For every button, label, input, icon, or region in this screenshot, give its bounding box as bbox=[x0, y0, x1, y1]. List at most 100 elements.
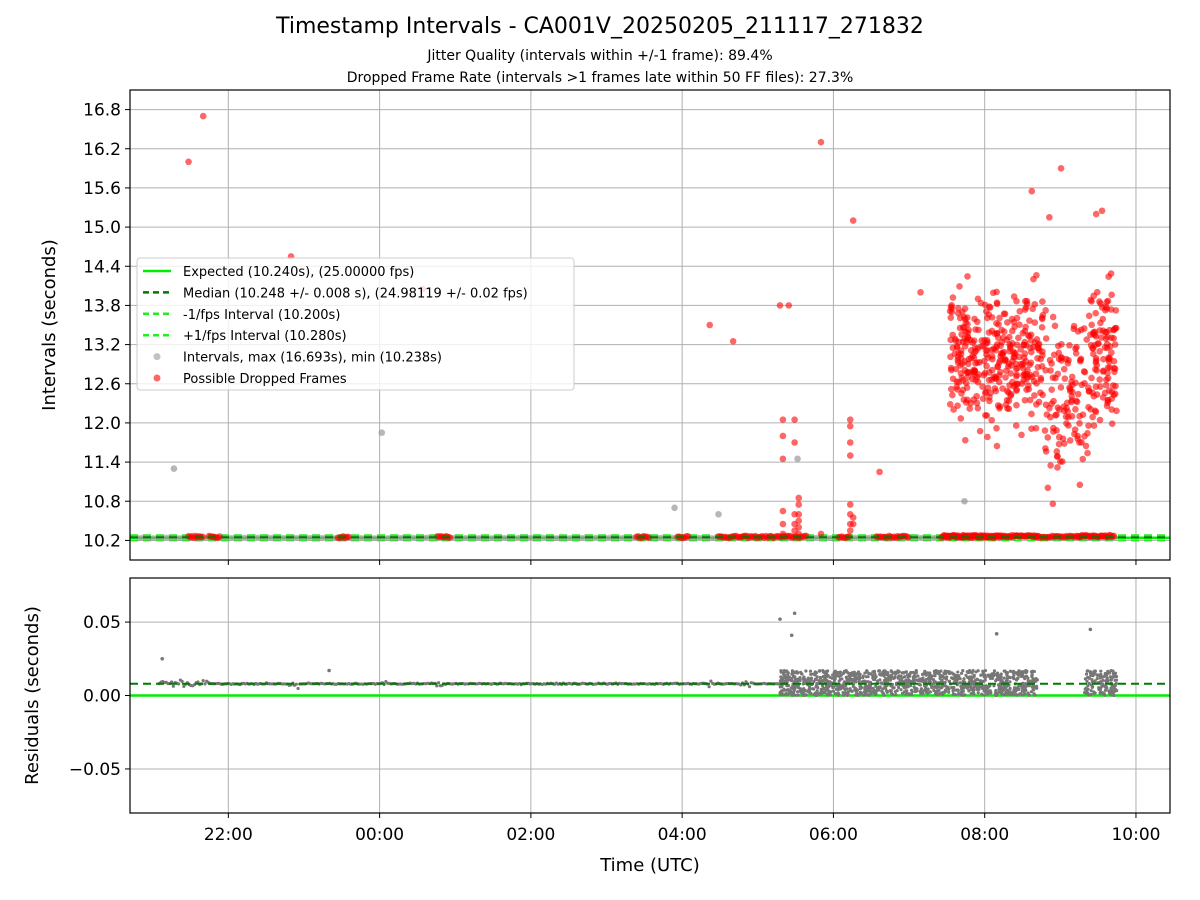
dropped-point bbox=[1007, 392, 1014, 399]
residual-point bbox=[986, 673, 991, 677]
dropped-point bbox=[1033, 336, 1041, 343]
chart-title: Timestamp Intervals - CA001V_20250205_21… bbox=[276, 14, 924, 39]
dropped-point bbox=[1054, 464, 1061, 471]
dropped-point bbox=[1028, 425, 1035, 432]
residual-point bbox=[834, 687, 839, 691]
dropped-point bbox=[1102, 381, 1110, 389]
dropped-point bbox=[1010, 293, 1018, 300]
dropped-point bbox=[1077, 326, 1085, 334]
residual-point bbox=[1111, 669, 1115, 673]
residual-point bbox=[869, 692, 873, 696]
residual-point bbox=[851, 673, 855, 677]
residual-point bbox=[1018, 692, 1022, 696]
residual-point bbox=[1024, 674, 1029, 678]
dropped-point bbox=[1018, 361, 1026, 369]
dropped-point bbox=[1066, 437, 1074, 444]
legend-label: Expected (10.240s), (25.00000 fps) bbox=[183, 265, 414, 280]
interval-point bbox=[378, 429, 386, 437]
dropped-point bbox=[949, 344, 957, 352]
dropped-point bbox=[1021, 396, 1029, 404]
dropped-point bbox=[983, 340, 990, 347]
residual-point bbox=[845, 687, 849, 691]
dropped-point bbox=[1032, 370, 1040, 378]
dropped-point bbox=[1096, 376, 1104, 383]
residual-point bbox=[1111, 692, 1115, 696]
dropped-point bbox=[1106, 387, 1113, 394]
residual-point bbox=[435, 684, 439, 688]
dropped-point bbox=[795, 517, 803, 525]
dropped-point bbox=[974, 404, 982, 412]
residual-point bbox=[1093, 672, 1097, 676]
dropped-point bbox=[974, 359, 981, 366]
dropped-point bbox=[993, 299, 1001, 306]
dropped-point bbox=[1058, 340, 1065, 348]
dropped-point bbox=[946, 307, 954, 315]
dropped-point bbox=[1081, 368, 1089, 376]
residual-point bbox=[914, 668, 918, 673]
dropped-point bbox=[1015, 334, 1022, 342]
residual-point bbox=[1090, 677, 1094, 682]
residual-point bbox=[1109, 677, 1114, 682]
bottom-xtick-label: 06:00 bbox=[809, 825, 858, 845]
interval-point bbox=[794, 455, 801, 463]
residual-point bbox=[1012, 688, 1016, 693]
dropped-point bbox=[1021, 306, 1029, 313]
residual-point bbox=[842, 686, 846, 690]
residual-point bbox=[923, 687, 928, 691]
dropped-point bbox=[1021, 350, 1029, 357]
dropped-point bbox=[980, 357, 988, 365]
residual-point bbox=[848, 687, 852, 691]
dropped-point bbox=[1096, 327, 1104, 334]
residual-point bbox=[1002, 669, 1006, 673]
dropped-point bbox=[983, 351, 990, 358]
residual-point bbox=[804, 669, 808, 673]
residual-point bbox=[961, 668, 965, 673]
residual-point bbox=[1101, 692, 1105, 696]
dropped-point bbox=[1060, 403, 1068, 410]
dropped-point bbox=[1049, 374, 1057, 381]
residual-point bbox=[1008, 686, 1012, 691]
dropped-point bbox=[1044, 434, 1052, 441]
residual-point bbox=[1030, 685, 1034, 689]
residual-point bbox=[956, 692, 961, 696]
residual-point bbox=[1093, 669, 1097, 673]
dropped-point bbox=[1053, 448, 1061, 455]
residual-point bbox=[917, 682, 921, 687]
residual-point bbox=[1085, 669, 1089, 673]
dropped-point bbox=[974, 295, 982, 303]
residual-point bbox=[894, 692, 898, 697]
residual-point bbox=[844, 692, 849, 696]
residual-point bbox=[837, 674, 841, 678]
dropped-point bbox=[1109, 382, 1117, 389]
residual-point bbox=[786, 671, 790, 675]
top-ytick-label: 16.8 bbox=[83, 101, 121, 121]
dropped-point bbox=[1085, 403, 1092, 411]
legend-box bbox=[136, 257, 575, 391]
dropped-point bbox=[961, 436, 969, 444]
residual-point bbox=[1085, 688, 1089, 692]
residual-point bbox=[944, 684, 948, 688]
dropped-point bbox=[785, 302, 793, 309]
residual-point bbox=[933, 671, 937, 675]
residual-point bbox=[926, 687, 930, 691]
dropped-point bbox=[1038, 323, 1046, 331]
dropped-point bbox=[1002, 374, 1009, 381]
dropped-point bbox=[1101, 328, 1109, 336]
residual-point bbox=[795, 690, 800, 694]
dropped-point bbox=[1089, 350, 1097, 358]
residual-point bbox=[938, 676, 942, 681]
dropped-point bbox=[846, 416, 854, 423]
dropped-point bbox=[1084, 449, 1091, 457]
dropped-point bbox=[1006, 333, 1013, 341]
legend-label: Intervals, max (16.693s), min (10.238s) bbox=[183, 351, 442, 366]
dropped-point bbox=[1013, 401, 1020, 409]
residual-point bbox=[984, 690, 988, 695]
residual-point bbox=[947, 679, 952, 683]
dropped-point bbox=[1102, 335, 1110, 342]
residual-point bbox=[864, 693, 869, 697]
residual-point bbox=[872, 669, 877, 673]
residual-point bbox=[808, 669, 813, 673]
residual-point bbox=[1101, 675, 1105, 679]
residual-point bbox=[881, 687, 885, 691]
residual-point bbox=[940, 679, 944, 683]
